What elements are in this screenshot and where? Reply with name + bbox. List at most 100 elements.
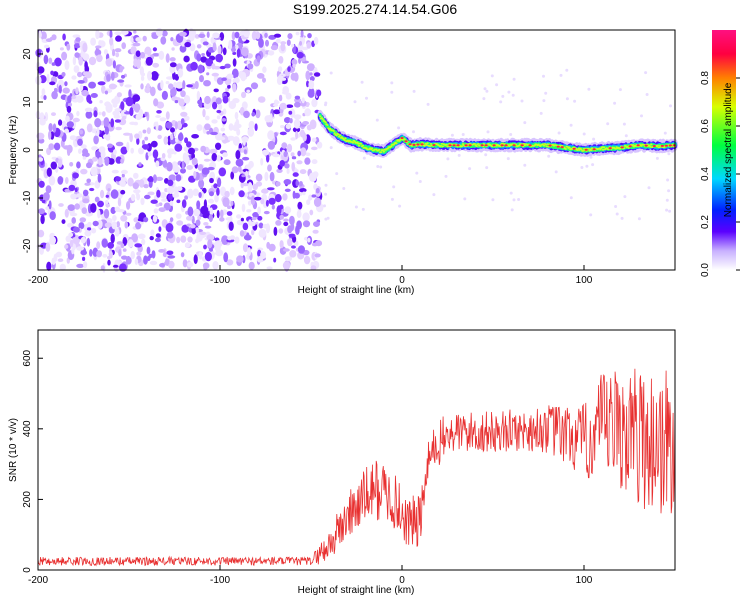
noise-speckle (304, 157, 311, 165)
noise-speckle (219, 136, 226, 141)
noise-speckle (202, 108, 206, 118)
noise-speckle (267, 130, 275, 141)
noise-speckle (104, 126, 109, 135)
noise-speckle (165, 81, 170, 85)
noise-speckle (305, 70, 311, 81)
noise-speckle (118, 118, 127, 126)
noise-speckle (49, 236, 56, 245)
noise-speckle (181, 224, 190, 233)
faint-speckle (613, 101, 617, 105)
noise-speckle (113, 114, 121, 119)
ridge-cell (522, 142, 526, 145)
noise-speckle (290, 222, 295, 231)
noise-speckle (144, 136, 149, 141)
ridge-peak (504, 144, 508, 147)
noise-speckle (122, 237, 128, 246)
noise-speckle (287, 238, 293, 247)
faint-speckle (623, 195, 627, 199)
noise-speckle (121, 74, 125, 79)
noise-speckle (179, 44, 187, 53)
noise-speckle (159, 263, 166, 268)
noise-speckle (293, 192, 300, 199)
noise-speckle (180, 252, 185, 258)
noise-speckle (120, 169, 128, 175)
noise-speckle (232, 58, 237, 67)
noise-speckle (189, 43, 196, 52)
noise-speckle (50, 161, 57, 170)
noise-speckle (155, 121, 159, 132)
noise-speckle (242, 182, 249, 187)
noise-speckle (36, 49, 42, 58)
noise-speckle (255, 173, 263, 182)
noise-speckle (51, 112, 56, 116)
noise-speckle (301, 46, 309, 51)
noise-speckle (251, 216, 257, 221)
noise-speckle (57, 176, 64, 185)
noise-speckle (40, 214, 45, 225)
noise-speckle (48, 143, 55, 151)
noise-speckle (84, 230, 92, 237)
noise-speckle (279, 131, 287, 136)
noise-speckle (71, 95, 77, 100)
noise-speckle (183, 95, 191, 104)
ridge-cell (379, 151, 383, 154)
noise-speckle (175, 137, 178, 143)
noise-speckle (150, 71, 159, 81)
faint-speckle (620, 216, 624, 220)
faint-speckle (591, 163, 595, 167)
faint-speckle (495, 83, 499, 87)
noise-speckle (186, 215, 193, 221)
noise-speckle (71, 75, 77, 80)
noise-speckle (117, 79, 125, 83)
noise-speckle (82, 189, 89, 197)
noise-speckle (203, 80, 211, 87)
faint-speckle (668, 209, 672, 213)
noise-speckle (166, 161, 173, 172)
noise-speckle (226, 73, 234, 80)
noise-speckle (207, 239, 213, 249)
noise-speckle (217, 177, 222, 188)
noise-speckle (296, 160, 303, 165)
ridge-cell (343, 139, 346, 142)
noise-speckle (297, 201, 303, 210)
noise-speckle (241, 101, 248, 110)
noise-speckle (276, 168, 283, 173)
faint-speckle (573, 99, 577, 103)
noise-speckle (155, 160, 160, 168)
noise-speckle (159, 192, 167, 199)
snr-panel: -200 -100 0 100 0 200 400 600 Height of straig… (8, 329, 676, 596)
noise-speckle (48, 123, 53, 132)
noise-speckle (284, 206, 292, 214)
noise-speckle (304, 108, 312, 117)
noise-speckle (215, 97, 222, 105)
noise-speckle (247, 182, 253, 192)
noise-speckle (97, 173, 102, 183)
top-x-axis: -200 -100 0 100 (28, 265, 593, 286)
noise-speckle (170, 133, 174, 141)
noise-speckle (241, 174, 246, 178)
noise-speckle (140, 197, 145, 206)
noise-speckle (283, 179, 292, 185)
noise-speckle (85, 110, 93, 119)
noise-speckle (248, 219, 252, 226)
noise-speckle (280, 42, 286, 52)
noise-speckle (72, 226, 80, 233)
noise-speckle (136, 251, 142, 256)
faint-speckle (324, 103, 327, 107)
ridge-cell (378, 148, 381, 151)
noise-speckle (209, 177, 214, 184)
noise-speckle (219, 32, 225, 41)
noise-speckle (271, 204, 275, 210)
faint-speckle (506, 157, 510, 161)
ridge-cell (403, 138, 406, 141)
noise-speckle (183, 55, 190, 63)
ridge-cell (423, 144, 426, 147)
noise-speckle (216, 154, 221, 162)
noise-speckle (239, 230, 245, 237)
noise-speckle (303, 255, 311, 265)
noise-speckle (208, 198, 214, 204)
ridge-peak (404, 140, 408, 143)
ridge-peak (572, 147, 576, 150)
noise-speckle (86, 123, 93, 133)
noise-speckle (201, 167, 210, 175)
